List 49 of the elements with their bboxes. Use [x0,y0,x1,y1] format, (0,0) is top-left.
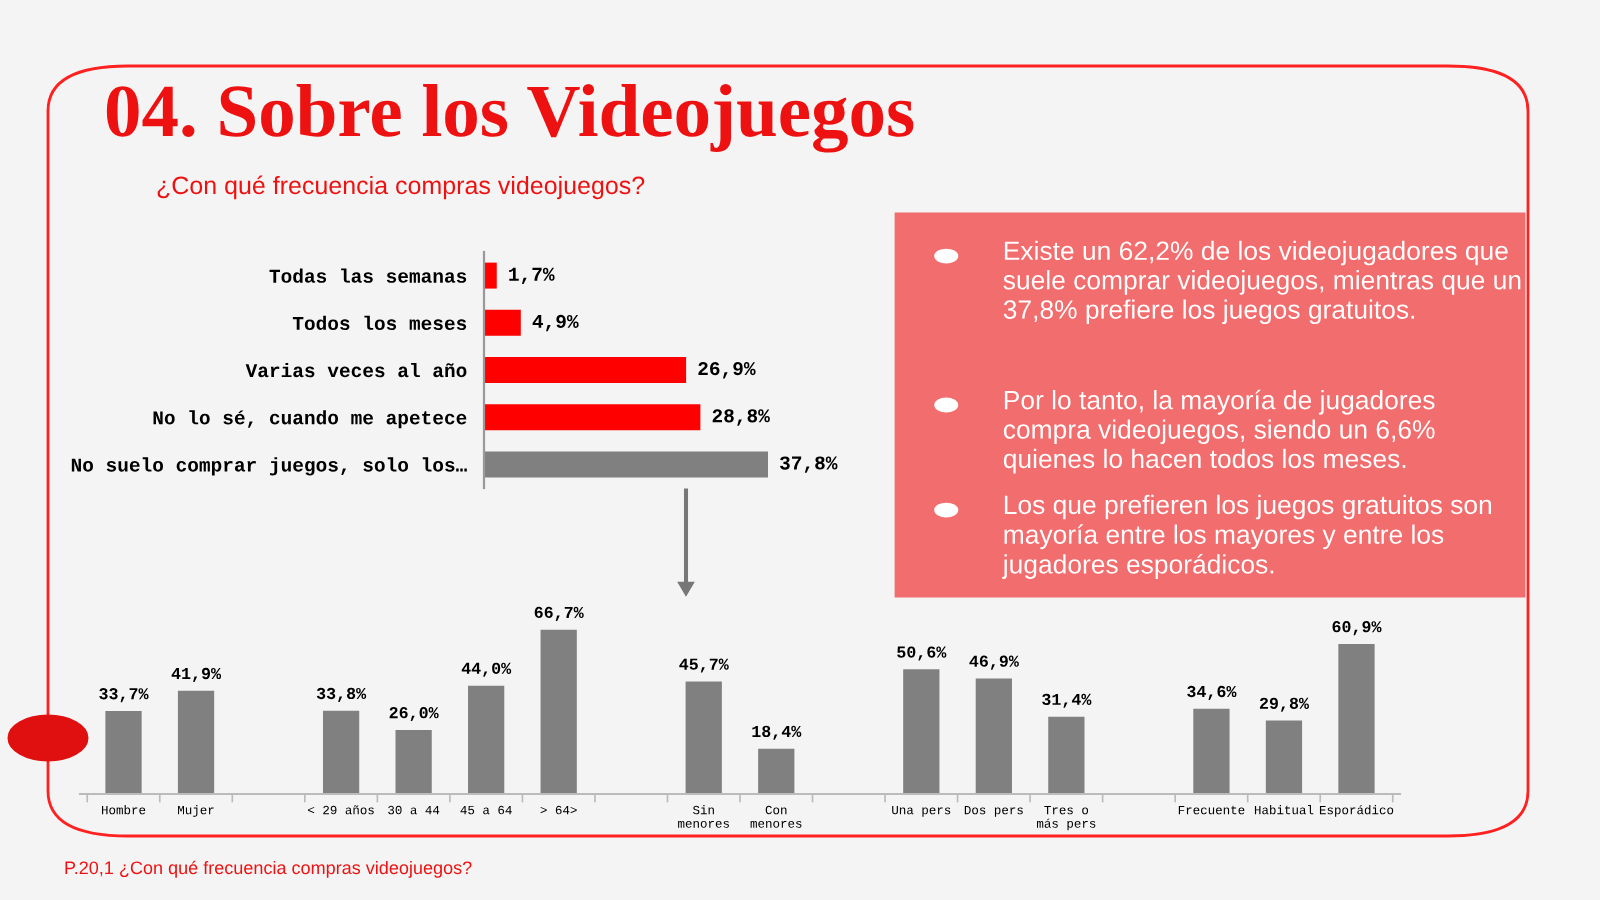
data-label: 33,8% [316,687,367,702]
data-label: 45,7% [679,658,729,673]
bar [540,629,577,794]
data-label: 28,8% [712,409,770,426]
y-tick-label: No suelo comprar juegos, solo los… [71,457,467,476]
data-label: 50,6% [897,646,947,661]
data-label: 44,0% [461,662,512,677]
data-label: 41,9% [171,667,222,682]
y-tick-label: Todas las semanas [269,268,467,283]
text: Existe un 62,2% de los videojugadores que suele comprar videojuegos, mientras que un 37,8% prefiere los juegos gratuitos. [1003,240,1521,325]
bar [484,451,768,478]
data-label: 4,9% [532,314,579,332]
bar [1338,644,1375,794]
data-label: 37,8% [780,456,838,473]
chart-subtitle: ¿Con qué frecuencia compras videojuegos? [157,175,645,200]
bar [177,690,215,794]
data-label: 1,7% [509,267,555,285]
data-label: 29,8% [1259,697,1309,712]
text: Los que prefieren los juegos gratuitos son mayoría entre los mayores y entre los jugadores esporádicos. [1002,494,1492,579]
bar [484,357,687,383]
data-label: 31,4% [1042,693,1092,708]
chart-title: 04. Sobre los Videojuegos [106,83,914,153]
data-label: 60,9% [1332,621,1382,636]
data-label: 66,7% [534,606,584,621]
y-tick-label: Todos los meses [292,315,467,331]
data-label: 18,4% [752,725,802,740]
data-label: 26,9% [698,362,756,379]
bar [484,309,521,336]
bar [1265,720,1303,794]
bar [484,404,701,431]
bar [975,678,1012,794]
bar [903,669,940,794]
bar [322,710,360,794]
bar [395,729,432,794]
data-label: 34,6% [1187,685,1237,700]
bar [1193,708,1230,794]
y-tick-label: Varias veces al año [245,362,467,378]
bar [1048,716,1085,794]
bar [484,262,497,289]
data-label: 46,9% [969,655,1019,670]
text: P.20,1 ¿Con qué frecuencia compras videojuegos? [65,860,472,878]
bar [105,711,142,794]
data-label: 26,0% [389,707,439,722]
text: Por lo tanto, la mayoría de jugadores compra videojuegos, siendo un 6,6% quienes lo hacen todos los meses. [1003,389,1435,474]
y-tick-label: No lo sé, cuando me apetece [153,410,467,429]
bar [758,748,795,794]
data-label: 33,7% [99,688,149,703]
bar [685,681,722,794]
bar [468,685,505,794]
